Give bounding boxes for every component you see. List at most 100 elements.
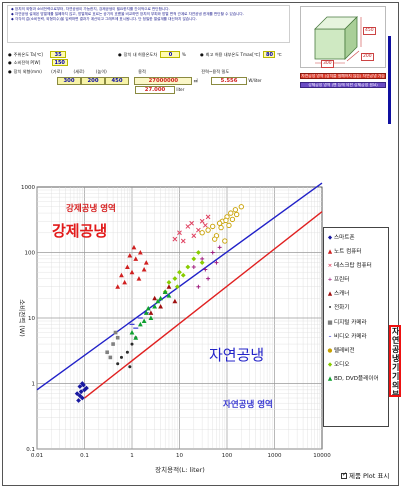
data-point [191,233,197,239]
internal-input[interactable]: 0 [160,51,181,58]
data-point [133,256,139,261]
data-point [145,305,151,311]
legend-marker: ▲ [327,375,333,382]
size-header-depth: (세로) [73,69,85,74]
data-point [130,342,134,346]
ambient-label: 주위온도 Ta[℃] [13,52,43,57]
y-tick-label: 1000 [21,185,35,191]
data-point [205,227,211,233]
data-point [77,384,83,389]
cooling-input[interactable]: 80 [263,51,276,58]
cooling-row: ● 최고 허용 내부온도 Tmax[℃] 80 ℃ [200,51,282,58]
data-point [136,276,142,281]
data-point [158,295,163,301]
data-point [111,342,115,346]
ambient-row: ● 주위온도 Ta[℃] 35 [8,51,67,59]
y-tick-label: 0.1 [26,447,35,453]
legend-item: × 데스크탑 컴퓨터 [326,259,386,273]
data-point [124,264,130,270]
x-tick-label: 1 [130,453,134,459]
legend-item: ◆ 스마트폰 [326,231,386,245]
internal-row: ● 장치 내 허용온도차 0 % [118,51,186,58]
legend-marker: ◆ [327,361,333,368]
data-point [234,211,240,218]
data-point [128,365,132,369]
data-point [189,220,194,226]
data-point [196,250,201,255]
data-point [129,269,135,275]
x-tick-label: 10000 [313,453,331,459]
data-point [108,355,113,360]
data-point [203,267,208,272]
y-axis-label: 소비전력 (W) [18,299,27,337]
width-input[interactable]: 300 [57,77,81,85]
density-label: 전력~용적 밀도 [201,69,230,74]
x-tick-label: 100 [222,453,233,459]
data-point [200,256,205,261]
data-point [212,236,218,242]
data-point [122,279,128,285]
data-point [143,310,149,315]
size-values: 300 200 450 27000000 ㎣ 5.556 W/liter [57,77,262,87]
data-point [127,252,133,258]
data-point [143,260,149,265]
cooling-unit: ℃ [276,52,282,57]
data-point [214,260,219,265]
data-point [196,227,201,233]
data-point [210,223,216,230]
plot-checkbox-label: 제품 Plot 표시 [349,472,390,480]
ambient-input[interactable]: 35 [50,51,67,58]
chart-points [74,204,244,403]
boundary-line-red [84,211,323,399]
data-point [216,220,223,226]
data-point [226,222,232,228]
plot-toggle[interactable]: 제품 Plot 표시 [341,470,389,480]
data-point [141,267,147,272]
data-point [113,330,118,335]
data-point [174,284,180,290]
legend-item: – 비디오 카메라 [326,330,386,344]
data-point [105,350,109,355]
region-label-forced-big: 강제공냉 [52,222,107,240]
data-point [78,389,84,395]
info-line: ◆ 장치의 외형과 소비전력으로부터, 자연공냉이 가능한지, 강제공냉이 필요… [11,7,170,11]
data-point [81,382,86,388]
side-note: 자연공냉 기기의 분포 [389,325,401,397]
legend-item: ▲ BD, DVD플레이어 [326,372,386,386]
y-tick-label: 100 [25,251,36,257]
data-point [223,217,229,223]
plot-checkbox[interactable] [341,471,347,479]
legend-label: BD, DVD플레이어 [334,375,379,382]
legend-item: ▲ 스캐너 [326,287,386,301]
legend-label: 비디오 카메라 [334,333,367,340]
internal-label: 장치 내 허용온도차 [123,52,158,57]
internal-unit: % [181,52,186,57]
volume-result: 27000000 [134,77,193,85]
size-label: 장치 외형(mm) [13,69,42,74]
region-label-natural-big: 자연공냉 [209,346,264,364]
y-tick-label: 1 [32,382,36,388]
legend-label: 스캐너 [334,291,350,298]
data-point [166,279,172,285]
data-point [196,284,201,289]
cube-icon [314,16,362,64]
power-input[interactable]: 150 [51,59,68,66]
region-label-natural-small: 자연공냉 영역 [223,399,273,410]
data-point [115,335,120,340]
data-point [191,265,196,270]
data-point [166,284,172,289]
height-input[interactable]: 450 [105,77,129,85]
depth-input[interactable]: 200 [81,77,105,85]
legend-marker: • [328,305,332,312]
data-point [228,210,234,216]
liter-result: 27.000 [135,86,175,94]
legend-marker: ▲ [327,249,333,256]
data-point [125,350,129,354]
data-point [76,398,81,403]
natural-region-bar: 자연공냉 영역 (장치를 밀폐하지 않음) 자연공냉 가능 [300,73,386,79]
data-point [185,264,191,270]
power-row: ● 소비전력 P[W] 150 [8,59,68,67]
data-point [77,393,83,399]
